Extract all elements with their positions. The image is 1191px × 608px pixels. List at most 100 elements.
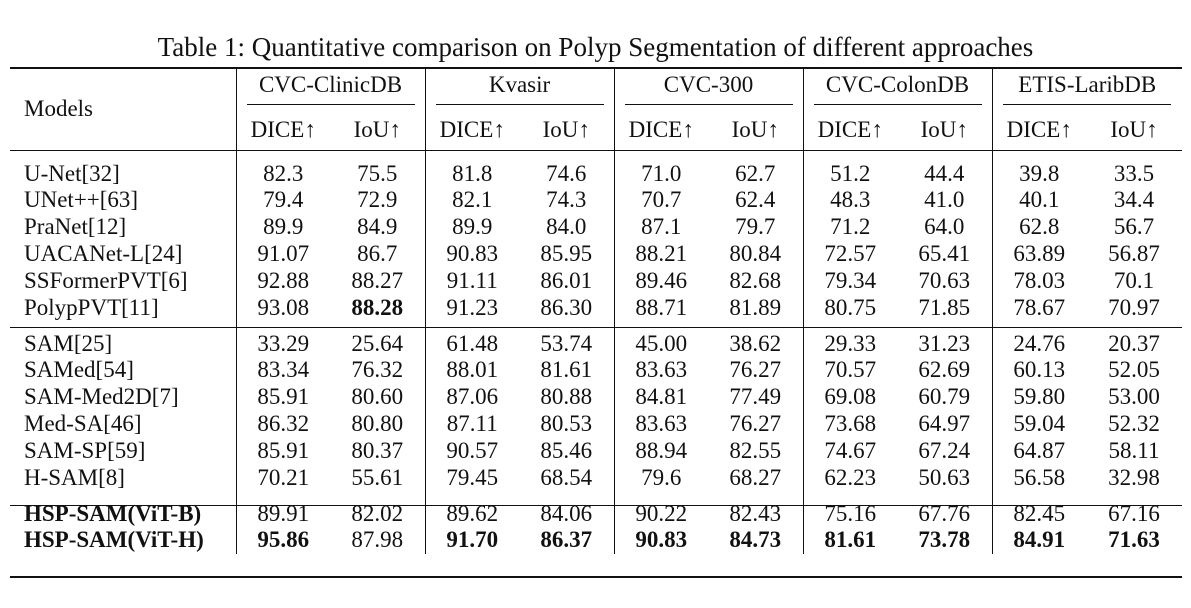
dice-value: 70.57: [802, 356, 897, 384]
dice-value: 88.94: [613, 437, 708, 465]
dice-value: 60.13: [991, 356, 1086, 384]
iou-value: 34.4: [1113, 187, 1155, 213]
model-name: SAM[25]: [24, 330, 113, 356]
dice-value: 51.2: [802, 151, 897, 187]
dice-header: DICE↑: [235, 109, 330, 151]
iou-value: 88.28: [351, 294, 404, 320]
dice-value: 82.45: [991, 490, 1086, 527]
dice-value: 95.86: [235, 526, 330, 554]
iou-value: 68.54: [540, 464, 593, 490]
dice-value: 91.70: [424, 526, 519, 554]
table-row: H-SAM[8] 70.21 55.61 79.45 68.54 79.6 68.27 62.…: [10, 464, 1182, 491]
iou-value: 80.37: [351, 437, 404, 463]
dataset-header: CVC-ColonDB: [802, 67, 992, 109]
iou-value: 53.00: [1108, 384, 1160, 410]
iou-header: IoU↑: [731, 117, 779, 142]
iou-value: 81.89: [729, 294, 782, 320]
dice-value: 24.76: [991, 320, 1086, 357]
iou-value: 67.76: [918, 500, 971, 526]
iou-value: 52.05: [1108, 357, 1160, 383]
dice-value: 87.1: [613, 213, 708, 241]
iou-value: 79.7: [735, 214, 776, 240]
dataset-header: CVC-ClinicDB: [235, 67, 425, 109]
iou-value: 76.27: [729, 410, 782, 436]
iou-value: 53.74: [540, 330, 593, 356]
iou-value: 80.88: [540, 384, 593, 410]
dataset-header-label: CVC-ColonDB: [813, 72, 982, 105]
iou-value: 50.63: [918, 464, 971, 490]
iou-value: 74.6: [546, 161, 587, 186]
model-name: U-Net[32]: [24, 161, 120, 186]
iou-value: 84.06: [540, 500, 593, 526]
dice-value: 84.91: [991, 526, 1086, 554]
dice-value: 91.07: [235, 240, 330, 268]
iou-value: 82.43: [729, 500, 782, 526]
iou-value: 64.0: [924, 214, 965, 240]
table-row: HSP-SAM(ViT-B) 89.91 82.02 89.62 84.06 90.22 8…: [10, 490, 1182, 527]
dice-value: 62.23: [802, 464, 897, 491]
results-table: Models CVC-ClinicDB Kvasir CVC-300 CVC-C…: [10, 67, 1182, 554]
dice-value: 64.87: [991, 437, 1086, 465]
dice-value: 88.01: [424, 356, 519, 384]
dice-header: DICE↑: [613, 109, 708, 151]
dice-value: 89.62: [424, 490, 519, 527]
iou-value: 62.69: [918, 357, 971, 383]
iou-value: 87.98: [351, 527, 404, 553]
dice-value: 59.80: [991, 383, 1086, 411]
iou-value: 82.02: [351, 500, 404, 526]
dataset-header-label: CVC-ClinicDB: [246, 72, 415, 105]
dice-value: 89.91: [235, 490, 330, 527]
iou-value: 68.27: [729, 464, 782, 490]
dataset-header: CVC-300: [613, 67, 803, 109]
dice-value: 78.03: [991, 267, 1086, 295]
iou-value: 73.78: [918, 527, 971, 553]
dataset-header-label: CVC-300: [624, 72, 793, 105]
dice-value: 79.45: [424, 464, 519, 491]
model-name: UACANet-L[24]: [24, 240, 183, 266]
iou-value: 44.4: [924, 161, 965, 186]
iou-value: 58.11: [1108, 437, 1160, 463]
table-row: UACANet-L[24] 91.07 86.7 90.83 85.95 88.21 80.…: [10, 240, 1182, 268]
dataset-header-label: Kvasir: [435, 72, 604, 105]
model-name: SAM-Med2D[7]: [24, 384, 179, 410]
iou-value: 80.84: [729, 240, 782, 266]
dice-value: 29.33: [802, 320, 897, 357]
iou-value: 81.61: [540, 357, 593, 383]
table-row: SAMed[54] 83.34 76.32 88.01 81.61 83.63 76.27 7…: [10, 356, 1182, 384]
table-row: SAM-SP[59] 85.91 80.37 90.57 85.46 88.94 82.55…: [10, 437, 1182, 465]
iou-value: 77.49: [729, 384, 782, 410]
iou-value: 70.1: [1113, 267, 1155, 293]
dice-value: 70.7: [613, 187, 708, 214]
header-rule: [10, 150, 1182, 151]
bottom-rule: [10, 576, 1182, 578]
iou-value: 76.32: [351, 357, 404, 383]
model-name: PraNet[12]: [24, 214, 127, 240]
table-row: Med-SA[46] 86.32 80.80 87.11 80.53 83.63 76.27…: [10, 410, 1182, 438]
iou-value: 65.41: [918, 240, 971, 266]
iou-value: 20.37: [1108, 330, 1160, 356]
dice-value: 85.91: [235, 383, 330, 411]
dice-value: 73.68: [802, 410, 897, 438]
iou-header: IoU↑: [1110, 117, 1158, 142]
iou-value: 55.61: [351, 464, 404, 490]
dice-value: 74.67: [802, 437, 897, 465]
dataset-header: Kvasir: [424, 67, 614, 109]
table-caption: Table 1: Quantitative comparison on Poly…: [157, 32, 1034, 62]
iou-value: 71.85: [918, 294, 971, 320]
iou-value: 33.5: [1113, 161, 1155, 186]
iou-header: IoU↑: [542, 117, 590, 142]
dice-value: 88.71: [613, 294, 708, 321]
iou-value: 70.97: [1108, 294, 1160, 320]
dice-value: 40.1: [991, 187, 1086, 214]
table-row: U-Net[32] 82.3 75.5 81.8 74.6 71.0 62.7 51.2 44.…: [10, 151, 1182, 187]
dataset-header: ETIS-LaribDB: [991, 67, 1182, 109]
model-name: HSP-SAM(ViT-B): [24, 500, 202, 526]
dice-value: 84.81: [613, 383, 708, 411]
dice-value: 89.9: [235, 213, 330, 241]
table-row: SSFormerPVT[6] 92.88 88.27 91.11 86.01 89.46 8…: [10, 267, 1182, 295]
table-row: PolypPVT[11] 93.08 88.28 91.23 86.30 88.71 81.…: [10, 294, 1182, 321]
iou-value: 72.9: [357, 187, 398, 213]
iou-value: 84.73: [729, 527, 782, 553]
dice-value: 89.9: [424, 213, 519, 241]
dice-value: 93.08: [235, 294, 330, 321]
